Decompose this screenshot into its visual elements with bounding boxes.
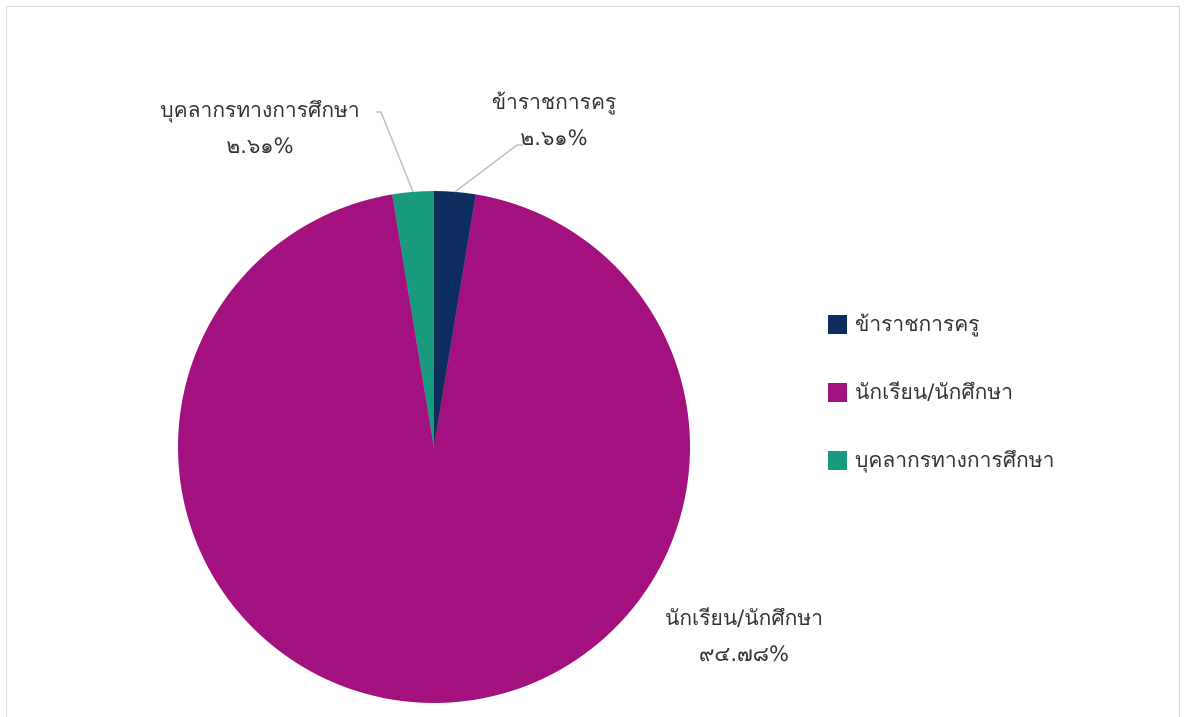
data-label-staff-name: บุคลากรทางการศึกษา	[160, 98, 360, 122]
chart-legend: ข้าราชการครู นักเรียน/นักศึกษา บุคลากรทา…	[828, 306, 1054, 510]
legend-swatch-teachers	[828, 314, 847, 334]
legend-label-teachers: ข้าราชการครู	[855, 311, 980, 336]
pie-slice-students	[178, 194, 691, 703]
legend-swatch-students	[828, 382, 847, 402]
data-label-teachers: ข้าราชการครู ๒.๖๑%	[469, 84, 639, 156]
leader-line-teachers	[454, 144, 523, 193]
legend-label-staff: บุคลากรทางการศึกษา	[855, 447, 1055, 472]
pie-slice-staff	[392, 191, 434, 447]
data-label-students-value: ๙๔.๗๘%	[699, 642, 789, 666]
legend-item-students: นักเรียน/นักศึกษา	[828, 374, 1054, 410]
data-label-teachers-name: ข้าราชการครู	[491, 90, 617, 114]
legend-swatch-staff	[828, 450, 847, 470]
data-label-staff-value: ๒.๖๑%	[226, 134, 294, 158]
data-label-staff: บุคลากรทางการศึกษา ๒.๖๑%	[140, 92, 380, 164]
leader-lines	[376, 111, 523, 193]
data-label-students: นักเรียน/นักศึกษา ๙๔.๗๘%	[634, 600, 854, 672]
legend-item-staff: บุคลากรทางการศึกษา	[828, 442, 1054, 478]
pie-slices	[178, 191, 691, 703]
legend-label-students: นักเรียน/นักศึกษา	[855, 379, 1014, 404]
legend-item-teachers: ข้าราชการครู	[828, 306, 1054, 342]
data-label-teachers-value: ๒.๖๑%	[520, 126, 588, 150]
leader-line-staff	[376, 111, 414, 193]
pie-slice-teachers	[434, 191, 476, 447]
data-label-students-name: นักเรียน/นักศึกษา	[664, 606, 823, 630]
